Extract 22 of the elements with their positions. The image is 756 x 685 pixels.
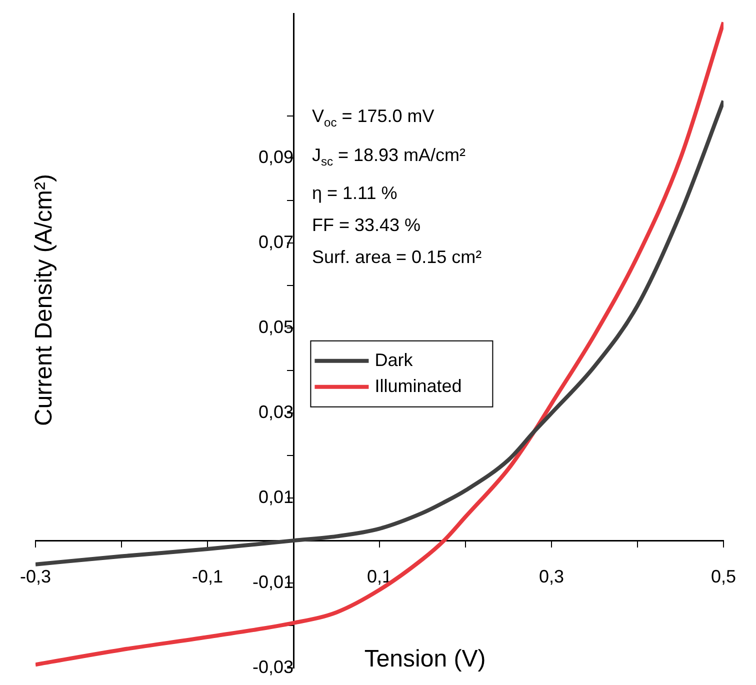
annotation: V$_{oc}$ = 175.0 mV: [312, 105, 436, 132]
annotation: J$_{sc}$ = 18.93 mA/cm²: [312, 144, 467, 170]
y-tick-label: 0,03: [258, 402, 294, 422]
x-tick-label: -0,3: [20, 566, 52, 586]
x-tick-label: -0,1: [192, 566, 224, 586]
y-tick-label: 0,01: [258, 487, 294, 508]
y-tick-label: -0,01: [252, 572, 294, 592]
x-tick-label: 0,5: [710, 566, 736, 586]
y-tick-label: 0,07: [258, 232, 294, 252]
legend-label: Dark: [374, 350, 414, 370]
line-series: [36, 98, 724, 566]
x-tick-label: 0,3: [538, 566, 564, 586]
annotation: η = 1.11 %: [312, 182, 398, 206]
y-axis-title: Current Density (A/cm²): [30, 174, 58, 426]
x-axis-title: Tension (V): [364, 646, 486, 673]
annotation: Surf. area = 0.15 cm²: [312, 246, 482, 270]
y-tick-label: 0,05: [258, 317, 294, 338]
legend-label: Illuminated: [374, 376, 462, 396]
y-tick-label: -0,03: [252, 656, 294, 677]
y-tick-label: 0,09: [258, 147, 294, 168]
x-tick-label: 0,1: [366, 566, 392, 586]
annotation: FF = 33.43 %: [312, 214, 422, 238]
